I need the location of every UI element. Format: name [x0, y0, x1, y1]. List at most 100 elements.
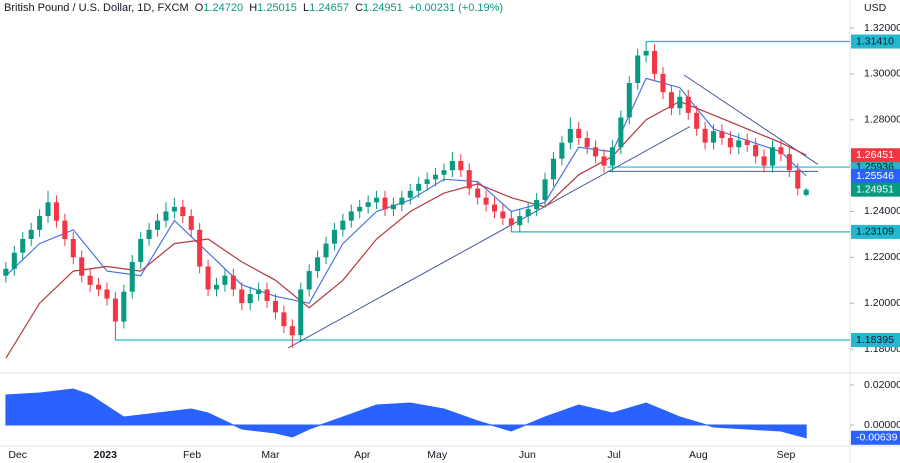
candle-body	[62, 220, 68, 239]
candle-body	[112, 298, 118, 322]
y-tick-label: 0.02000	[864, 379, 900, 391]
candle-body	[121, 291, 127, 322]
candle-body	[96, 284, 102, 290]
candle-body	[138, 238, 144, 262]
candle-body	[171, 206, 177, 212]
candle-body	[87, 275, 93, 285]
candle-body	[475, 188, 481, 198]
candle-body	[517, 216, 523, 226]
candle-body	[795, 170, 801, 189]
candle-body	[382, 197, 388, 210]
candle-body	[685, 96, 691, 113]
candle-body	[28, 229, 34, 239]
high: 1.25015	[257, 2, 297, 14]
candle-body	[256, 289, 262, 295]
x-tick-label: Aug	[689, 449, 708, 461]
candle-body	[449, 161, 455, 171]
candle-body	[331, 229, 337, 244]
candle-body	[424, 179, 430, 184]
candle-body	[365, 202, 371, 207]
candle-body	[652, 50, 658, 74]
candle-body	[508, 218, 514, 226]
x-tick-label: Jul	[607, 449, 620, 461]
candle-body	[20, 238, 26, 253]
candle-body	[289, 326, 295, 336]
candle-body	[180, 206, 186, 217]
candle-body	[677, 96, 683, 109]
candle-body	[374, 197, 380, 203]
ma-label-box	[851, 148, 900, 163]
candle-body	[433, 174, 439, 180]
c: C	[355, 2, 364, 14]
candle-body	[660, 73, 666, 93]
candle-body	[306, 271, 312, 290]
candle-body	[146, 229, 152, 239]
candle-body	[601, 156, 607, 166]
oscillator-label-box	[851, 430, 900, 445]
ma-label-box	[851, 169, 900, 184]
candle-body	[778, 147, 784, 155]
candle-body	[129, 261, 135, 292]
candle-body	[736, 140, 742, 148]
last-price-label: 1.24951	[856, 183, 894, 195]
candle-body	[618, 117, 624, 148]
open: 1.24720	[203, 2, 244, 14]
candle-body	[626, 83, 632, 118]
y-tick-label: 1.30000	[864, 68, 900, 80]
candle-body	[247, 294, 253, 304]
level-label: 1.31410	[856, 35, 894, 47]
candle-body	[155, 220, 161, 230]
candle-body	[281, 312, 287, 327]
y-tick-label: 0.00000	[864, 419, 900, 431]
candle-body	[525, 209, 531, 217]
candle-body	[272, 300, 278, 313]
x-tick-label: Dec	[8, 449, 27, 461]
candle-body	[786, 154, 792, 171]
candle-body	[458, 161, 464, 171]
candle-body	[230, 275, 236, 290]
candle-body	[357, 206, 363, 212]
l: L	[303, 2, 310, 14]
candle-body	[466, 170, 472, 189]
candle-body	[399, 197, 405, 205]
y-tick-label: 1.32000	[864, 22, 900, 34]
candle-body	[491, 204, 498, 212]
h: H	[249, 2, 258, 14]
candle-body	[11, 252, 17, 269]
x-tick-label: Jun	[519, 449, 536, 461]
candle-body	[340, 220, 346, 230]
candle-body	[416, 183, 422, 191]
candle-body	[441, 170, 447, 175]
candle-body	[53, 202, 59, 221]
x-tick-label: 2023	[94, 449, 118, 461]
candle-body	[635, 55, 641, 84]
candle-body	[79, 257, 85, 276]
candle-body	[744, 140, 750, 145]
change: +0.00231 (+0.19%)	[408, 2, 504, 14]
level-label-box	[851, 34, 900, 49]
candle-body	[559, 142, 565, 159]
level-label-box	[851, 224, 900, 239]
currency: USD	[864, 2, 887, 14]
candle-body	[390, 204, 396, 210]
candle-body	[70, 238, 76, 258]
candle-body	[593, 147, 599, 157]
y-tick-label: 1.24000	[864, 205, 900, 217]
candle-body	[584, 138, 590, 148]
candle-body	[483, 197, 489, 205]
level-label-box	[851, 333, 900, 348]
candle-body	[769, 147, 776, 166]
candle-body	[104, 289, 110, 299]
o: O	[194, 2, 204, 14]
symbol: British Pound / U.S. Dollar, 1D, FXCM	[4, 2, 189, 14]
candle-body	[264, 289, 270, 301]
header: British Pound / U.S. Dollar, 1D, FXCM O1…	[4, 2, 503, 14]
oscillator-label: -0.00639	[856, 432, 898, 444]
candle-body	[702, 128, 708, 143]
last-price-label-box	[851, 182, 900, 197]
candle-body	[550, 158, 556, 180]
candle-body	[323, 243, 329, 258]
candle-body	[534, 199, 540, 210]
